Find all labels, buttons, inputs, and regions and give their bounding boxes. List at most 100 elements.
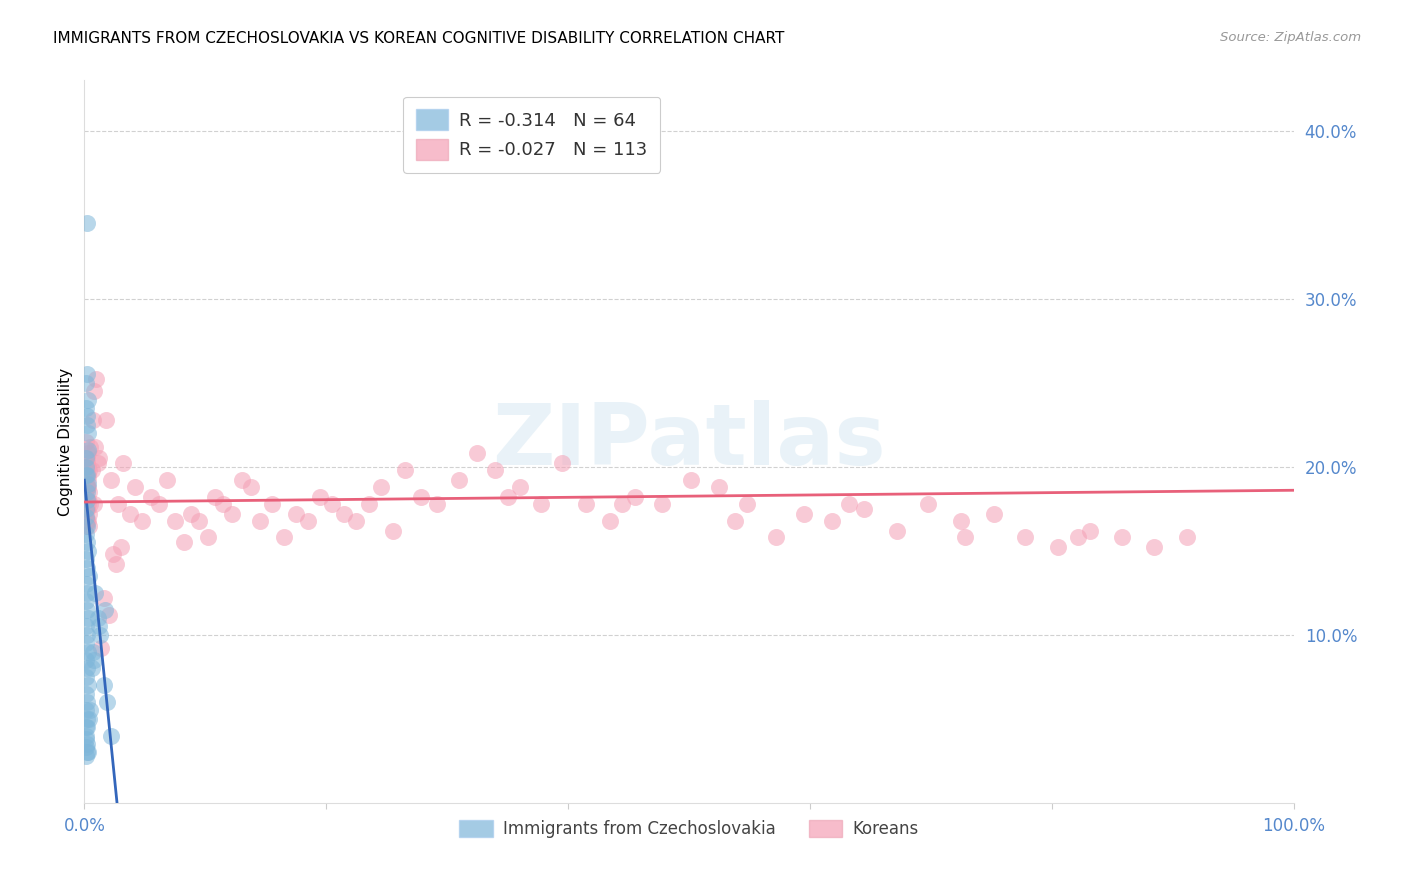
Point xyxy=(75,510,97,524)
Point xyxy=(1046,541,1069,555)
Point xyxy=(735,497,758,511)
Point xyxy=(86,456,108,470)
Point xyxy=(82,644,104,658)
Point xyxy=(77,480,100,494)
Point xyxy=(612,497,634,511)
Point xyxy=(80,463,103,477)
Point xyxy=(94,602,117,616)
Point xyxy=(131,514,153,528)
Point xyxy=(110,541,132,555)
Point xyxy=(148,497,170,511)
Point xyxy=(75,459,97,474)
Point xyxy=(75,490,97,504)
Point xyxy=(77,514,100,528)
Point xyxy=(75,501,97,516)
Point xyxy=(599,514,621,528)
Point xyxy=(76,586,98,600)
Point xyxy=(84,586,107,600)
Point xyxy=(76,216,98,230)
Point xyxy=(983,507,1005,521)
Point xyxy=(853,501,876,516)
Point xyxy=(76,628,98,642)
Point xyxy=(96,695,118,709)
Point xyxy=(75,476,97,491)
Point xyxy=(409,490,432,504)
Point xyxy=(221,507,243,521)
Point xyxy=(575,497,598,511)
Point xyxy=(75,594,97,608)
Point xyxy=(103,547,125,561)
Point xyxy=(75,490,97,504)
Point xyxy=(75,636,97,650)
Y-axis label: Cognitive Disability: Cognitive Disability xyxy=(58,368,73,516)
Point xyxy=(1111,530,1133,544)
Point xyxy=(76,501,98,516)
Point xyxy=(77,446,100,460)
Point xyxy=(793,507,815,521)
Point xyxy=(75,527,97,541)
Point xyxy=(100,473,122,487)
Point xyxy=(76,501,98,516)
Point xyxy=(197,530,219,544)
Point xyxy=(77,442,100,457)
Point xyxy=(87,451,110,466)
Point xyxy=(75,577,97,591)
Point xyxy=(75,514,97,528)
Point xyxy=(124,480,146,494)
Point xyxy=(240,480,263,494)
Point xyxy=(89,628,111,642)
Point xyxy=(75,463,97,477)
Point xyxy=(77,712,100,726)
Point xyxy=(1175,530,1198,544)
Point xyxy=(120,507,142,521)
Point xyxy=(188,514,211,528)
Point xyxy=(76,560,98,574)
Point xyxy=(76,695,98,709)
Point xyxy=(76,480,98,494)
Point xyxy=(204,490,226,504)
Text: IMMIGRANTS FROM CZECHOSLOVAKIA VS KOREAN COGNITIVE DISABILITY CORRELATION CHART: IMMIGRANTS FROM CZECHOSLOVAKIA VS KOREAN… xyxy=(53,31,785,46)
Point xyxy=(112,456,135,470)
Point xyxy=(76,661,98,675)
Point xyxy=(709,480,731,494)
Point xyxy=(75,720,97,734)
Point xyxy=(76,518,98,533)
Point xyxy=(76,514,98,528)
Point xyxy=(76,493,98,508)
Point xyxy=(449,473,471,487)
Point xyxy=(681,473,703,487)
Point xyxy=(75,401,97,415)
Point xyxy=(76,745,98,759)
Point xyxy=(950,514,973,528)
Point xyxy=(83,497,105,511)
Point xyxy=(321,497,343,511)
Point xyxy=(1143,541,1166,555)
Point xyxy=(83,384,105,398)
Point xyxy=(77,507,100,521)
Point xyxy=(394,463,416,477)
Point xyxy=(75,619,97,633)
Point xyxy=(104,558,127,572)
Point xyxy=(820,514,842,528)
Point xyxy=(77,459,100,474)
Point xyxy=(77,426,100,441)
Point xyxy=(76,456,98,470)
Point xyxy=(87,619,110,633)
Point xyxy=(76,480,98,494)
Point xyxy=(297,514,319,528)
Point xyxy=(346,514,368,528)
Point xyxy=(357,497,380,511)
Point xyxy=(139,490,162,504)
Point xyxy=(426,497,449,511)
Point xyxy=(530,497,553,511)
Point xyxy=(75,451,97,466)
Point xyxy=(107,497,129,511)
Point xyxy=(76,417,98,432)
Point xyxy=(173,535,195,549)
Point xyxy=(1014,530,1036,544)
Text: ZIPatlas: ZIPatlas xyxy=(492,400,886,483)
Point xyxy=(496,490,519,504)
Point xyxy=(75,748,97,763)
Point xyxy=(651,497,673,511)
Point xyxy=(333,507,356,521)
